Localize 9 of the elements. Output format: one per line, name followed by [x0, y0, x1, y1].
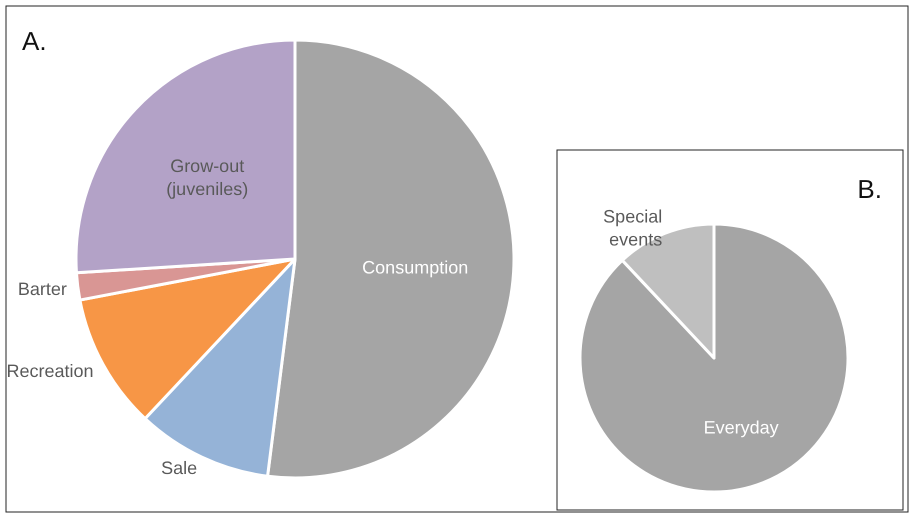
slice-label: Consumption [362, 258, 468, 278]
slice-label: Grow-out (juveniles) [166, 156, 248, 200]
slice-label: Special events [603, 206, 662, 250]
slice-label: Recreation [6, 360, 94, 381]
chart-title: B. [857, 174, 882, 204]
slice-label: Sale [161, 458, 198, 478]
slice-label: Barter [18, 278, 67, 299]
chart-title: A. [22, 26, 47, 56]
slice-label: Everyday [704, 418, 779, 438]
